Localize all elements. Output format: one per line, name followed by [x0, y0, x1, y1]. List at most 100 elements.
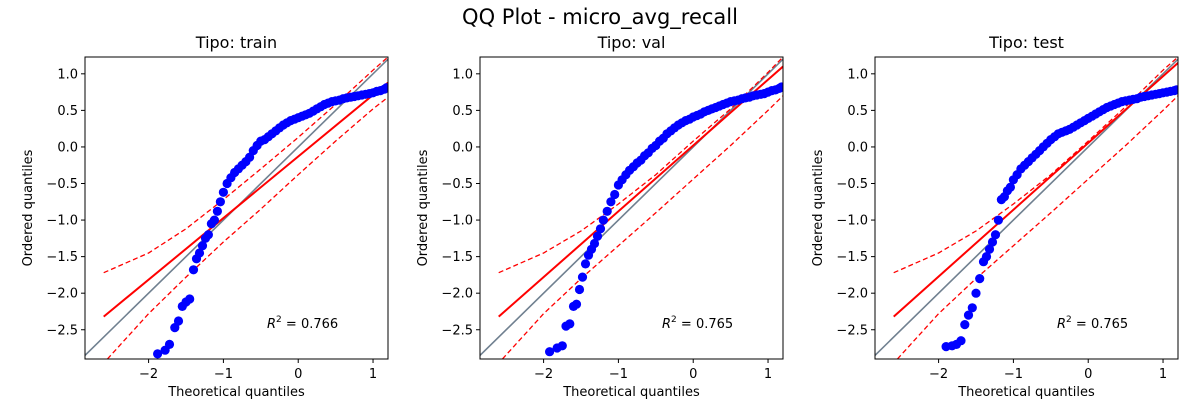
qq-point	[185, 294, 195, 304]
qq-point	[203, 230, 213, 240]
qq-point	[571, 299, 582, 309]
qq-panel-2: −2 −1 0 1 −2.5 −2.0 −1.5 −1.0 −0.5 0.0 0.5 1.0 Tipo:…	[811, 33, 1179, 400]
y-tick-label: 1.0	[452, 67, 473, 82]
y-tick-label: 0.5	[452, 104, 473, 119]
qq-point	[990, 230, 1001, 240]
figure-suptitle: QQ Plot - micro_avg_recall	[462, 5, 738, 30]
x-axis-label: Theoretical quantiles	[562, 385, 700, 400]
qq-point	[153, 349, 163, 359]
qq-point	[610, 189, 620, 200]
panel-title: Tipo: test	[988, 33, 1064, 52]
x-tick-label: 0	[689, 367, 697, 382]
x-tick-label: 1	[1159, 367, 1167, 382]
r2-value: = 0.766	[282, 317, 338, 332]
qq-point	[993, 215, 1004, 225]
qq-point	[580, 259, 591, 269]
qq-point	[975, 274, 985, 284]
y-tick-label: 0.0	[452, 140, 473, 155]
qq-point	[197, 241, 208, 251]
qq-point	[557, 341, 567, 351]
qq-point	[577, 272, 588, 282]
y-tick-label: −1.5	[441, 250, 473, 265]
r-squared-annotation: R2 = 0.765	[662, 315, 733, 332]
qq-point	[598, 215, 609, 225]
confidence-band-lower	[896, 95, 1178, 359]
panel-title: Tipo: val	[597, 33, 666, 52]
qq-point	[971, 288, 981, 298]
plot-area	[85, 57, 388, 359]
qq-point	[967, 303, 977, 313]
r2-value: = 0.765	[677, 317, 733, 332]
fit-line	[893, 62, 1178, 318]
qq-point	[1171, 85, 1178, 95]
x-tick-label: −1	[609, 367, 628, 382]
y-tick-label: −1.5	[46, 250, 78, 265]
qq-point	[545, 347, 555, 357]
y-tick-label: 0.5	[57, 104, 78, 119]
axes-frame	[874, 56, 1179, 360]
y-tick-label: −1.0	[441, 214, 473, 229]
axes-frame	[479, 56, 784, 360]
y-tick-label: −2.0	[46, 287, 78, 302]
qq-point	[776, 82, 783, 92]
qq-point	[215, 197, 225, 207]
x-axis-label: Theoretical quantiles	[167, 385, 305, 400]
qq-point	[164, 339, 175, 349]
confidence-band-lower	[501, 95, 783, 359]
qq-point	[1005, 182, 1016, 192]
qq-point	[956, 336, 966, 346]
x-tick-label: −1	[214, 367, 233, 382]
x-tick-label: 1	[369, 367, 377, 382]
y-tick-label: −0.5	[441, 177, 473, 192]
confidence-band-upper	[893, 57, 1178, 274]
y-tick-label: −2.5	[441, 323, 473, 338]
fit-line	[498, 65, 783, 318]
y-tick-label: 0.5	[847, 104, 868, 119]
qq-point	[981, 252, 992, 262]
r2-value: = 0.765	[1072, 317, 1128, 332]
qq-point	[565, 319, 575, 329]
r-squared-annotation: R2 = 0.765	[1057, 315, 1128, 332]
y-tick-label: −2.5	[46, 323, 78, 338]
x-tick-label: 0	[1084, 367, 1092, 382]
y-tick-label: −2.5	[836, 323, 868, 338]
plot-area	[480, 57, 783, 359]
confidence-band-upper	[103, 57, 388, 274]
r2-exponent: 2	[671, 315, 677, 325]
y-tick-label: −0.5	[46, 177, 78, 192]
y-tick-label: −1.0	[46, 214, 78, 229]
qq-point	[574, 284, 585, 295]
x-axis-label: Theoretical quantiles	[957, 385, 1095, 400]
y-tick-label: −2.0	[836, 287, 868, 302]
confidence-band-upper	[498, 57, 783, 274]
confidence-band-lower	[106, 96, 388, 359]
r-squared-annotation: R2 = 0.766	[267, 315, 338, 332]
y-axis-label: Ordered quantiles	[811, 149, 826, 266]
qq-point	[188, 265, 199, 275]
y-tick-label: −2.0	[441, 287, 473, 302]
x-tick-label: −2	[929, 367, 948, 382]
y-tick-label: 1.0	[847, 67, 868, 82]
y-tick-label: 1.0	[57, 67, 78, 82]
qq-point	[209, 215, 219, 225]
r2-symbol: R	[1057, 317, 1066, 332]
qq-panel-0: −2 −1 0 1 −2.5 −2.0 −1.5 −1.0 −0.5 0.0 0.5 1.0 Tipo:…	[21, 33, 389, 400]
x-tick-label: 1	[764, 367, 772, 382]
panel-title: Tipo: train	[195, 33, 277, 52]
fit-line	[103, 81, 388, 318]
panels-group: −2 −1 0 1 −2.5 −2.0 −1.5 −1.0 −0.5 0.0 0.5 1.0 Tipo:…	[21, 33, 1179, 400]
r2-exponent: 2	[276, 315, 282, 325]
qq-point	[963, 310, 974, 320]
x-tick-label: −2	[139, 367, 158, 382]
qq-point	[589, 238, 600, 249]
qq-point	[212, 206, 222, 216]
qq-point	[984, 244, 995, 254]
plot-area	[875, 57, 1178, 359]
y-tick-label: 0.0	[57, 140, 78, 155]
x-tick-label: −1	[1004, 367, 1023, 382]
qq-point	[381, 83, 388, 93]
qq-point	[218, 187, 228, 197]
qq-point	[173, 316, 184, 326]
qq-point	[602, 206, 612, 216]
